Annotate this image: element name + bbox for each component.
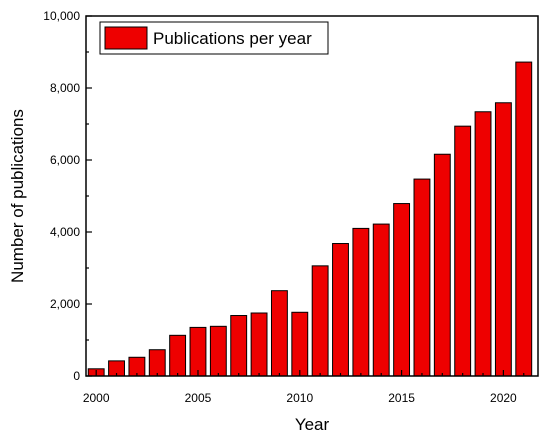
bar-2017 bbox=[433, 153, 451, 377]
y-axis: 0 2,000 4,000 6,000 8,000 10,000 bbox=[43, 9, 92, 383]
x-axis: 2000 2005 2010 2015 2020 bbox=[83, 370, 525, 405]
y-tick-label: 6,000 bbox=[50, 153, 80, 167]
bar-2007 bbox=[230, 315, 248, 377]
bar-2018 bbox=[454, 125, 472, 377]
bar-2009 bbox=[270, 290, 288, 377]
bar-2011 bbox=[311, 265, 329, 377]
y-tick-label: 2,000 bbox=[50, 297, 80, 311]
bar-2014 bbox=[372, 223, 390, 377]
bar-2003 bbox=[148, 349, 166, 377]
bar-2006 bbox=[209, 325, 227, 377]
x-tick-label: 2020 bbox=[490, 391, 517, 405]
bar-2005 bbox=[189, 326, 207, 377]
bar-2021 bbox=[515, 61, 533, 377]
legend-label: Publications per year bbox=[153, 29, 312, 48]
bar-2015 bbox=[393, 203, 411, 377]
y-tick-label: 8,000 bbox=[50, 81, 80, 95]
bar-2004 bbox=[169, 334, 187, 377]
bars-group bbox=[87, 61, 533, 377]
bar-2013 bbox=[352, 227, 370, 377]
legend: Publications per year bbox=[99, 21, 329, 55]
x-tick-label: 2015 bbox=[388, 391, 415, 405]
x-tick-label: 2005 bbox=[185, 391, 212, 405]
x-tick-label: 2000 bbox=[83, 391, 110, 405]
bar-2019 bbox=[474, 111, 492, 377]
legend-swatch bbox=[104, 26, 148, 50]
x-axis-title: Year bbox=[295, 415, 330, 434]
bar-2016 bbox=[413, 178, 431, 377]
bar-2008 bbox=[250, 312, 268, 377]
bar-2010 bbox=[291, 311, 309, 377]
bar-2020 bbox=[494, 102, 512, 377]
y-axis-title: Number of publications bbox=[8, 109, 27, 283]
y-tick-label: 10,000 bbox=[43, 9, 80, 23]
bar-2012 bbox=[332, 243, 349, 377]
x-tick-label: 2010 bbox=[286, 391, 313, 405]
y-tick-label: 0 bbox=[73, 369, 80, 383]
y-tick-label: 4,000 bbox=[50, 225, 80, 239]
